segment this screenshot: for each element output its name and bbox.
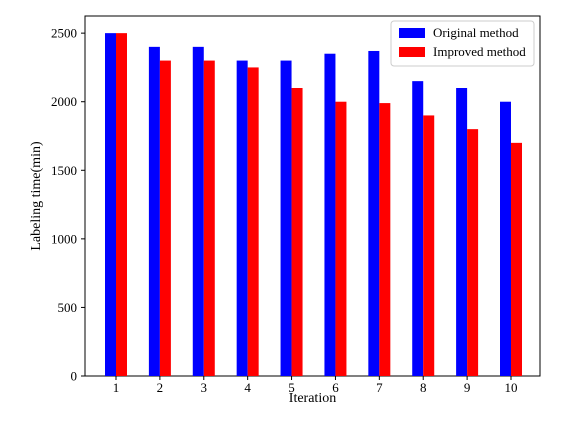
x-tick-label: 7 bbox=[376, 380, 383, 395]
bar-original-5 bbox=[280, 60, 292, 376]
x-axis-title: Iteration bbox=[289, 391, 336, 406]
bar-original-6 bbox=[324, 53, 336, 376]
x-tick-label: 6 bbox=[332, 380, 339, 395]
legend-swatch-original bbox=[399, 28, 425, 38]
y-tick-label: 0 bbox=[71, 369, 78, 384]
bars-group bbox=[105, 33, 522, 377]
bar-original-8 bbox=[412, 81, 424, 377]
bar-original-3 bbox=[192, 46, 204, 376]
bar-original-1 bbox=[105, 33, 116, 377]
bar-improved-3 bbox=[203, 60, 215, 376]
bar-improved-10 bbox=[511, 142, 522, 376]
x-tick-label: 10 bbox=[505, 380, 518, 395]
bar-improved-4 bbox=[247, 67, 259, 376]
bar-improved-1 bbox=[116, 33, 127, 377]
x-tick-label: 5 bbox=[288, 380, 295, 395]
bar-improved-8 bbox=[423, 115, 435, 376]
bar-improved-2 bbox=[159, 60, 171, 376]
legend-box bbox=[390, 20, 535, 67]
bar-original-2 bbox=[148, 46, 160, 376]
y-axis: 0 500 1000 1500 2000 2500 bbox=[51, 26, 85, 384]
bar-improved-6 bbox=[335, 101, 347, 376]
x-tick-label: 3 bbox=[201, 380, 208, 395]
x-tick-label: 4 bbox=[244, 380, 251, 395]
y-tick-label: 500 bbox=[58, 300, 78, 315]
bar-improved-5 bbox=[291, 88, 303, 376]
legend: Original method Improved method bbox=[390, 20, 535, 67]
x-tick-label: 2 bbox=[157, 380, 164, 395]
y-axis-title: Labeling time(min) bbox=[29, 141, 44, 251]
bar-original-7 bbox=[368, 50, 380, 376]
y-tick-label: 1000 bbox=[51, 231, 77, 246]
bar-original-9 bbox=[456, 88, 468, 376]
y-tick-label: 2500 bbox=[51, 26, 77, 41]
x-tick-label: 9 bbox=[464, 380, 471, 395]
legend-label-improved: Improved method bbox=[433, 44, 526, 59]
y-tick-label: 1500 bbox=[51, 163, 77, 178]
bar-improved-9 bbox=[467, 129, 479, 376]
legend-swatch-improved bbox=[399, 47, 425, 57]
y-tick-label: 2000 bbox=[51, 94, 77, 109]
bar-original-10 bbox=[500, 101, 511, 376]
bar-improved-7 bbox=[379, 103, 391, 376]
legend-label-original: Original method bbox=[433, 25, 519, 40]
bar-original-4 bbox=[236, 60, 248, 376]
x-tick-label: 1 bbox=[113, 380, 120, 395]
x-axis: 1 2 3 4 5 6 7 8 9 10 bbox=[113, 376, 518, 395]
x-tick-label: 8 bbox=[420, 380, 427, 395]
